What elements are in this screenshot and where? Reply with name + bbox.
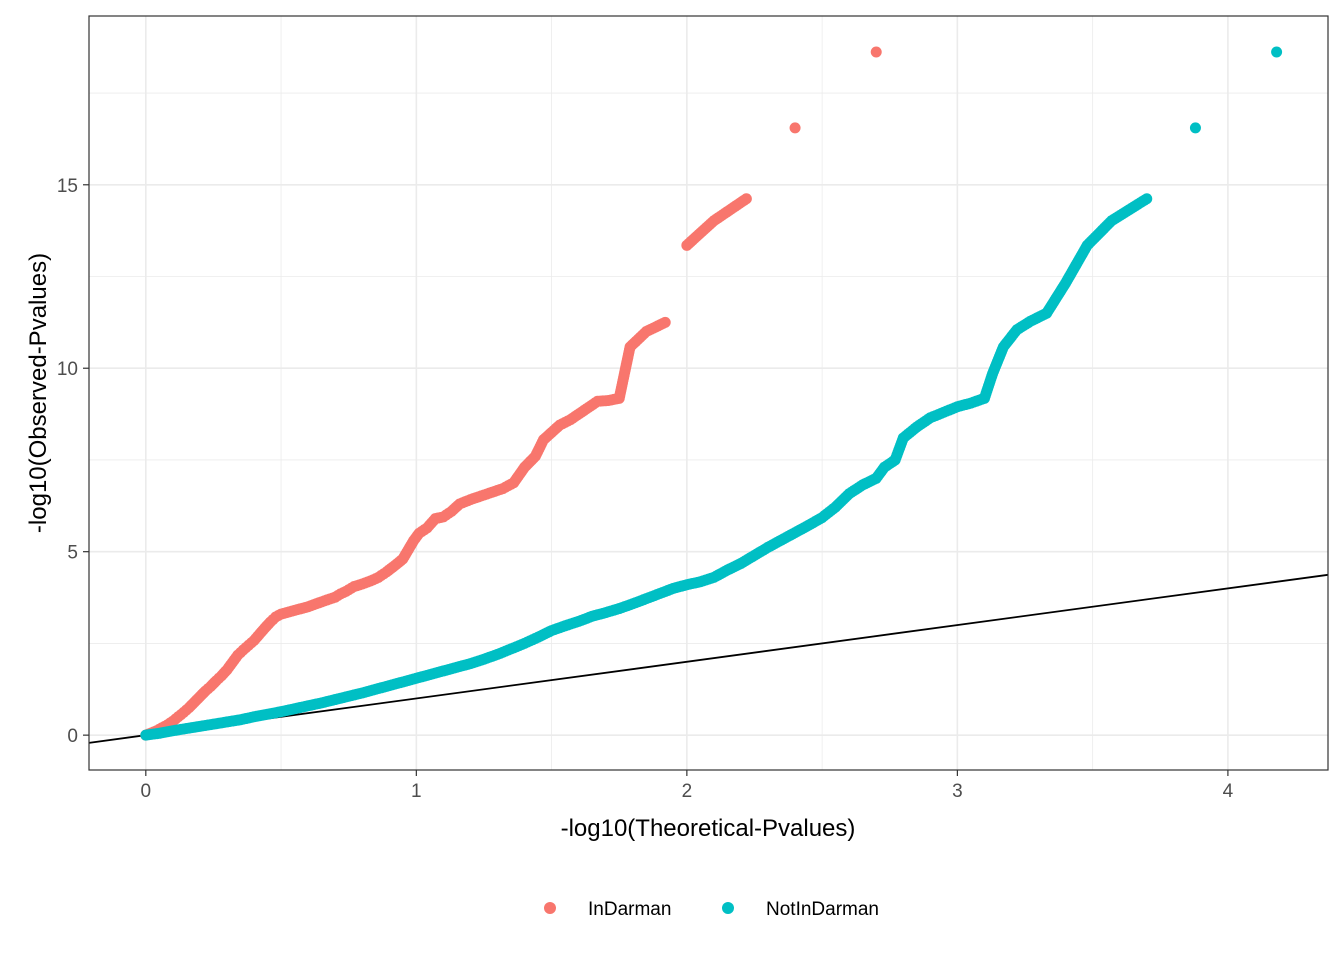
y-tick-label: 10 bbox=[57, 359, 78, 380]
legend-key-indarman bbox=[544, 902, 556, 914]
x-tick-label: 0 bbox=[141, 781, 152, 802]
y-tick-label: 15 bbox=[57, 176, 78, 197]
data-points bbox=[140, 46, 1283, 741]
legend: InDarman NotInDarman bbox=[544, 899, 879, 920]
plot-panel bbox=[89, 16, 1328, 770]
data-point bbox=[1271, 46, 1283, 58]
plot-panel-border bbox=[88, 15, 1329, 771]
x-axis-title: -log10(Theoretical-Pvalues) bbox=[561, 815, 856, 842]
gridlines bbox=[89, 16, 1328, 770]
legend-label-indarman: InDarman bbox=[588, 899, 671, 920]
x-tick-label: 2 bbox=[682, 781, 693, 802]
x-tick-label: 3 bbox=[952, 781, 963, 802]
data-point bbox=[789, 122, 801, 134]
series-notindarman bbox=[140, 46, 1283, 741]
x-tick-label: 4 bbox=[1223, 781, 1234, 802]
data-point bbox=[740, 193, 752, 205]
y-axis-title: -log10(Observed-Pvalues) bbox=[25, 253, 52, 533]
x-tick-label: 1 bbox=[411, 781, 422, 802]
data-point bbox=[870, 46, 882, 58]
x-axis: 0 1 2 3 4 bbox=[141, 770, 1234, 802]
data-point bbox=[1189, 122, 1201, 134]
identity-line bbox=[88, 573, 1329, 744]
y-axis: 0 5 10 15 bbox=[57, 176, 89, 747]
y-tick-label: 5 bbox=[67, 543, 78, 564]
y-tick-label: 0 bbox=[67, 726, 78, 747]
legend-key-notindarman bbox=[722, 902, 734, 914]
legend-label-notindarman: NotInDarman bbox=[766, 899, 879, 920]
data-point bbox=[1141, 193, 1153, 205]
reference-line bbox=[88, 573, 1329, 744]
data-point bbox=[659, 316, 671, 328]
